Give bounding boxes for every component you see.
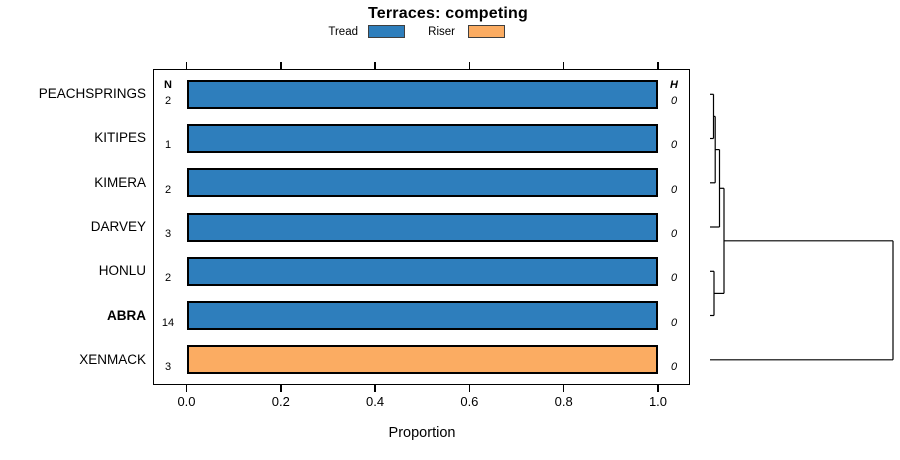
bar-kimera [186,168,658,198]
h-value-honlu: 0 [670,272,678,285]
category-label-peachsprings: PEACHSPRINGS [38,86,146,102]
chart-title: Terraces: competing [368,5,528,22]
x-axis-label: Proportion [388,425,456,441]
x-tick-label: 0.0 [177,394,196,409]
n-value-peachsprings: 2 [164,95,172,108]
x-tick-label: 0.4 [366,394,385,409]
x-tick-label: 0.6 [460,394,479,409]
n-value-honlu: 2 [164,272,172,285]
bar-darvey [186,212,658,242]
category-label-kitipes: KITIPES [94,130,146,146]
bar-abra [186,301,658,331]
n-value-darvey: 3 [164,228,172,240]
bar-honlu [186,256,658,286]
x-tick-bottom [468,385,471,392]
legend-swatch-tread [368,25,405,38]
legend-swatch-riser [468,25,505,38]
category-label-honlu: HONLU [98,263,146,279]
x-tick-label: 0.2 [271,394,290,409]
legend-label-tread: Tread [328,26,358,38]
legend-label-riser: Riser [428,26,455,38]
category-label-darvey: DARVEY [90,219,146,234]
category-label-kimera: KIMERA [94,174,146,190]
x-tick-top [657,62,659,69]
x-tick-top [374,62,376,69]
h-value-kitipes: 0 [670,139,678,152]
n-value-abra: 14 [161,316,175,329]
n-value-xenmack: 3 [164,360,172,373]
n-value-kitipes: 1 [164,139,172,152]
h-value-kimera: 0 [670,183,678,196]
x-tick-top [468,62,471,69]
x-tick-bottom [280,385,282,392]
x-tick-bottom [374,385,376,392]
x-tick-label: 1.0 [648,394,668,409]
h-value-peachsprings: 0 [670,95,678,108]
x-tick-top [562,62,565,69]
h-value-abra: 0 [670,316,678,329]
x-tick-label: 0.8 [554,394,573,409]
x-tick-top [280,62,282,69]
bar-peachsprings [186,79,658,109]
h-value-darvey: 0 [670,228,678,240]
category-label-xenmack: XENMACK [79,351,146,367]
n-value-kimera: 2 [164,183,172,196]
bar-xenmack [186,345,658,375]
x-tick-bottom [185,385,188,392]
n-column-header: N [164,79,172,91]
h-column-header: H [670,79,678,91]
h-value-xenmack: 0 [670,360,678,373]
x-tick-top [185,62,188,69]
category-label-abra: ABRA [107,307,146,323]
x-tick-bottom [657,385,659,392]
x-tick-bottom [562,385,565,392]
bar-kitipes [186,123,658,153]
